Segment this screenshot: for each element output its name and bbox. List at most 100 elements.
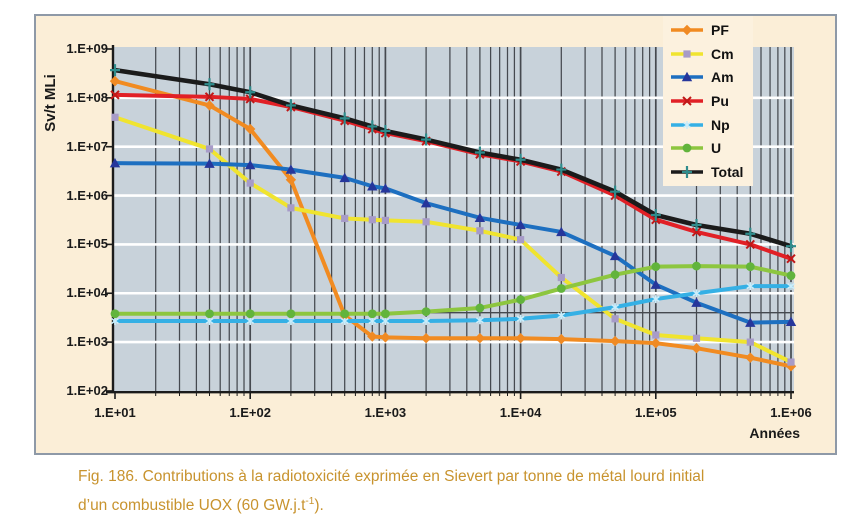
plus-marker bbox=[110, 64, 120, 77]
asterisk-marker bbox=[246, 317, 255, 326]
diamond-marker bbox=[285, 174, 297, 186]
legend-label: PF bbox=[711, 21, 729, 38]
plus-marker bbox=[245, 86, 256, 99]
y-axis-tick-label: 1.E+04 bbox=[66, 285, 108, 301]
legend-label: Np bbox=[711, 116, 730, 133]
circle-marker bbox=[286, 309, 296, 319]
square-marker bbox=[368, 216, 376, 224]
caption-superscript: -1 bbox=[305, 496, 315, 507]
square-marker bbox=[476, 227, 484, 235]
y-axis-tick-label: 1.E+08 bbox=[66, 89, 108, 105]
caption-line-1: Fig. 186. Contributions à la radiotoxici… bbox=[78, 468, 705, 485]
circle-marker bbox=[205, 309, 214, 319]
circle-marker bbox=[421, 307, 431, 317]
diamond-marker bbox=[245, 123, 256, 135]
triangle-marker bbox=[515, 219, 526, 230]
circle-marker bbox=[610, 270, 620, 280]
plus-marker bbox=[339, 112, 350, 125]
plus-marker bbox=[650, 208, 661, 221]
asterisk-marker bbox=[381, 317, 390, 326]
circle-marker bbox=[340, 309, 350, 319]
square-marker bbox=[746, 338, 754, 346]
legend-item-Am: Am bbox=[663, 65, 753, 89]
series-line bbox=[113, 284, 793, 324]
triangle-marker bbox=[380, 183, 391, 193]
circle-marker bbox=[745, 262, 755, 272]
x-marker bbox=[691, 227, 702, 237]
caption-line-2: d’un combustible UOX (60 GW.j.t-1). bbox=[78, 496, 324, 515]
x-marker bbox=[245, 94, 255, 104]
diamond-marker bbox=[650, 337, 661, 349]
square-marker bbox=[246, 179, 254, 187]
triangle-marker bbox=[474, 212, 486, 223]
circle-marker bbox=[692, 261, 701, 271]
axes bbox=[106, 45, 794, 399]
legend-label: Cm bbox=[711, 45, 734, 62]
plus-marker bbox=[610, 185, 621, 198]
circle-marker bbox=[786, 271, 796, 280]
asterisk-marker bbox=[368, 317, 377, 326]
triangle-marker bbox=[109, 157, 121, 168]
diamond-marker bbox=[474, 333, 486, 344]
asterisk-marker bbox=[557, 311, 566, 320]
legend-item-U: U bbox=[663, 137, 753, 161]
asterisk-marker bbox=[205, 317, 214, 326]
legend-marker-plus-icon bbox=[671, 166, 703, 179]
triangle-marker bbox=[691, 297, 702, 307]
square-marker bbox=[341, 214, 349, 223]
plus-marker bbox=[556, 163, 567, 176]
diamond-marker bbox=[681, 24, 693, 36]
asterisk-marker bbox=[611, 303, 620, 312]
x-marker bbox=[110, 90, 120, 100]
diamond-marker bbox=[380, 332, 391, 343]
series-U bbox=[110, 261, 796, 319]
series-line bbox=[113, 264, 793, 316]
chart-legend: PF Cm Am Pu Np U Total bbox=[663, 16, 753, 186]
y-axis-tick-label: 1.E+06 bbox=[66, 187, 108, 203]
square-marker bbox=[683, 49, 691, 58]
triangle-marker bbox=[785, 316, 797, 327]
plus-marker bbox=[380, 124, 391, 137]
triangle-marker bbox=[650, 279, 661, 289]
circle-marker bbox=[682, 144, 692, 153]
x-marker bbox=[204, 92, 215, 102]
legend-label: Pu bbox=[711, 93, 729, 110]
series-Total bbox=[110, 64, 796, 253]
legend-marker-asterisk-icon bbox=[671, 120, 703, 129]
legend-label: Total bbox=[711, 164, 744, 181]
square-marker bbox=[652, 331, 660, 339]
asterisk-marker bbox=[787, 282, 795, 291]
plus-marker bbox=[745, 227, 756, 240]
circle-marker bbox=[556, 284, 566, 293]
legend-label: Am bbox=[711, 69, 734, 86]
diamond-marker bbox=[367, 331, 378, 342]
circle-marker bbox=[381, 309, 390, 319]
series-Am bbox=[109, 157, 797, 327]
x-axis-tick-label: 1.E+05 bbox=[635, 405, 677, 420]
triangle-marker bbox=[745, 317, 756, 327]
triangle-marker bbox=[367, 181, 378, 191]
legend-marker-square-icon bbox=[671, 49, 703, 58]
diamond-marker bbox=[745, 352, 756, 363]
legend-item-PF: PF bbox=[663, 18, 753, 42]
diamond-marker bbox=[691, 343, 702, 354]
figure-caption: Fig. 186. Contributions à la radiotoxici… bbox=[78, 464, 818, 518]
asterisk-marker bbox=[692, 289, 701, 298]
x-marker bbox=[682, 96, 692, 106]
circle-marker bbox=[516, 295, 525, 305]
circle-marker bbox=[245, 309, 255, 319]
triangle-marker bbox=[556, 226, 567, 237]
legend-item-Pu: Pu bbox=[663, 89, 753, 113]
triangle-marker bbox=[681, 72, 693, 82]
x-marker bbox=[745, 239, 756, 250]
plus-marker bbox=[786, 240, 796, 253]
diamond-marker bbox=[556, 333, 567, 345]
triangle-marker bbox=[204, 158, 215, 168]
legend-marker-triangle-icon bbox=[671, 72, 703, 82]
triangle-marker bbox=[609, 250, 621, 261]
series-line bbox=[113, 79, 793, 369]
plus-marker bbox=[515, 153, 526, 166]
y-axis-tick-label: 1.E+07 bbox=[66, 138, 108, 154]
legend-item-Np: Np bbox=[663, 113, 753, 137]
